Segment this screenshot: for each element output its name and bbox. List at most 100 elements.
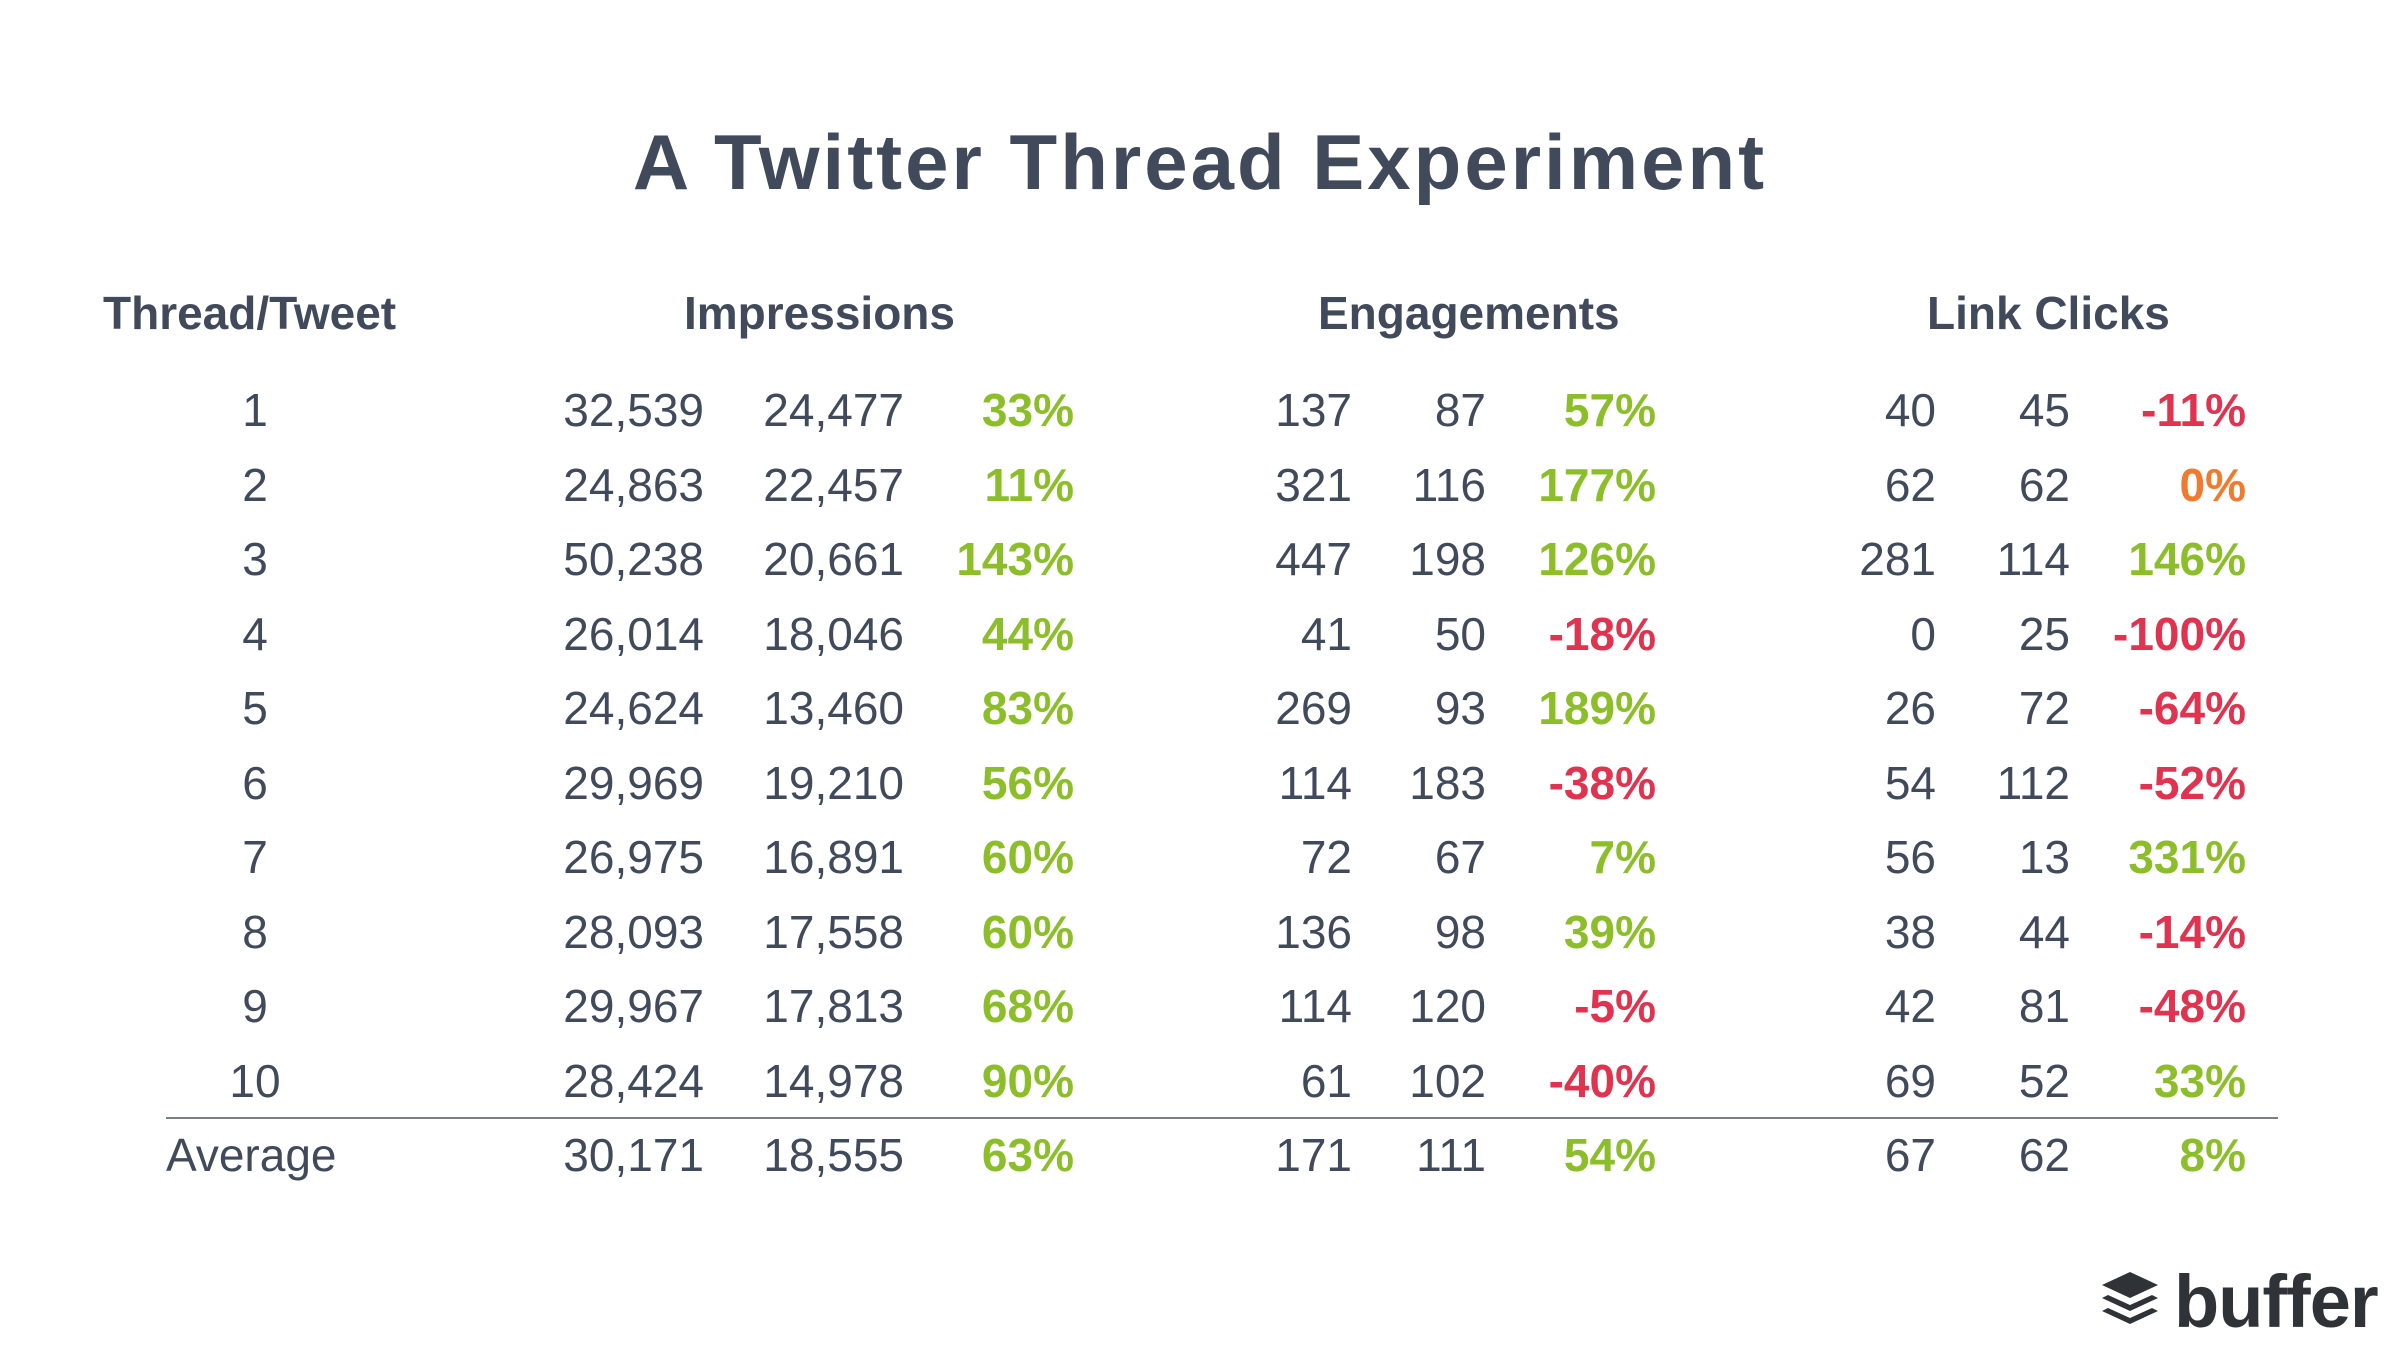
pct-change-cell-imp: 90%: [981, 1054, 1074, 1107]
value-cell-clk: 69: [1884, 1054, 1936, 1107]
pct-change-cell-eng: 177%: [1538, 458, 1656, 511]
value-cell-imp: 24,863: [563, 458, 704, 511]
value-cell-imp: 19,210: [763, 756, 904, 809]
pct-change-cell-imp: 44%: [981, 607, 1074, 660]
value-cell-clk: 72: [2018, 682, 2070, 734]
pct-change-cell-imp: 60%: [981, 831, 1074, 883]
pct-change-cell-eng: 189%: [1538, 682, 1656, 734]
pct-change-cell-imp: 11%: [984, 458, 1074, 511]
value-cell-clk: 112: [1996, 756, 2070, 809]
pct-change-cell-clk: 146%: [2128, 533, 2246, 585]
value-cell-imp: 28,424: [563, 1054, 704, 1107]
row-label: 5: [242, 682, 268, 734]
value-cell-eng: 61: [1300, 1054, 1352, 1107]
average-label: Average: [166, 1129, 337, 1181]
pct-change-cell-imp: 143%: [956, 533, 1074, 585]
value-cell-imp: 20,661: [763, 533, 904, 585]
value-cell-imp: 26,014: [563, 607, 704, 660]
row-label: 6: [242, 756, 268, 809]
value-cell-eng: 171: [1275, 1129, 1352, 1181]
value-cell-imp: 29,969: [563, 756, 704, 809]
pct-change-cell-clk: 33%: [2153, 1054, 2246, 1107]
value-cell-eng: 198: [1409, 533, 1486, 585]
value-cell-imp: 17,813: [763, 980, 904, 1032]
pct-change-cell-eng: 39%: [1563, 905, 1656, 958]
value-cell-imp: 50,238: [563, 533, 704, 585]
row-label: 4: [242, 607, 268, 660]
value-cell-clk: 62: [1884, 458, 1936, 511]
value-cell-clk: 44: [2018, 905, 2070, 958]
row-label: 9: [242, 980, 268, 1032]
row-label: 3: [242, 533, 268, 585]
pct-change-cell-eng: 7%: [1589, 831, 1656, 883]
pct-change-cell-eng: -40%: [1548, 1054, 1656, 1107]
pct-change-cell-imp: 83%: [981, 682, 1074, 734]
value-cell-eng: 116: [1412, 458, 1486, 511]
value-cell-eng: 114: [1278, 980, 1352, 1032]
pct-change-cell-clk: -100%: [2113, 607, 2246, 660]
value-cell-eng: 111: [1416, 1129, 1486, 1181]
value-cell-clk: 52: [2018, 1054, 2070, 1107]
pct-change-cell-clk: -48%: [2138, 980, 2246, 1032]
value-cell-clk: 45: [2018, 384, 2070, 436]
value-cell-clk: 56: [1884, 831, 1936, 883]
value-cell-eng: 67: [1434, 831, 1486, 883]
pct-change-cell-clk: -64%: [2138, 682, 2246, 734]
pct-change-cell-eng: 126%: [1538, 533, 1656, 585]
header-engagements: Engagements: [1318, 287, 1620, 339]
value-cell-imp: 24,624: [563, 682, 704, 734]
value-cell-imp: 26,975: [563, 831, 704, 883]
pct-change-cell-imp: 68%: [981, 980, 1074, 1032]
value-cell-imp: 24,477: [763, 384, 904, 436]
row-label: 8: [242, 905, 268, 958]
value-cell-eng: 137: [1275, 384, 1352, 436]
value-cell-imp: 16,891: [763, 831, 904, 883]
pct-change-cell-imp: 33%: [981, 384, 1074, 436]
value-cell-clk: 81: [2018, 980, 2070, 1032]
value-cell-imp: 14,978: [763, 1054, 904, 1107]
value-cell-eng: 98: [1434, 905, 1486, 958]
value-cell-imp: 32,539: [563, 384, 704, 436]
value-cell-imp: 17,558: [763, 905, 904, 958]
value-cell-imp: 30,171: [563, 1129, 704, 1181]
value-cell-clk: 0: [1910, 607, 1936, 660]
pct-change-cell-eng: -18%: [1548, 607, 1656, 660]
page-title: A Twitter Thread Experiment: [632, 118, 1768, 206]
row-label: 7: [242, 831, 268, 883]
row-label: 10: [229, 1054, 281, 1107]
value-cell-imp: 29,967: [563, 980, 704, 1032]
average-divider: [166, 1117, 2278, 1119]
pct-change-cell-eng: 54%: [1563, 1129, 1656, 1181]
pct-change-cell-eng: 57%: [1563, 384, 1656, 436]
value-cell-eng: 120: [1409, 980, 1486, 1032]
buffer-logo-text: buffer: [2174, 1260, 2379, 1343]
pct-change-cell-eng: -5%: [1574, 980, 1656, 1032]
pct-change-cell-imp: 56%: [981, 756, 1074, 809]
row-label: 1: [242, 384, 268, 436]
value-cell-eng: 87: [1434, 384, 1486, 436]
value-cell-imp: 13,460: [763, 682, 904, 734]
row-label: 2: [242, 458, 268, 511]
value-cell-clk: 54: [1884, 756, 1936, 809]
value-cell-clk: 26: [1884, 682, 1936, 734]
value-cell-eng: 102: [1409, 1054, 1486, 1107]
value-cell-eng: 41: [1300, 607, 1352, 660]
value-cell-clk: 42: [1884, 980, 1936, 1032]
pct-change-cell-imp: 60%: [981, 905, 1074, 958]
value-cell-eng: 183: [1409, 756, 1486, 809]
value-cell-clk: 281: [1859, 533, 1936, 585]
header-link-clicks: Link Clicks: [1927, 287, 2170, 339]
value-cell-imp: 22,457: [763, 458, 904, 511]
pct-change-cell-clk: -11%: [2141, 384, 2246, 436]
value-cell-eng: 72: [1300, 831, 1352, 883]
value-cell-eng: 447: [1275, 533, 1352, 585]
value-cell-imp: 18,046: [763, 607, 904, 660]
pct-change-cell-eng: -38%: [1548, 756, 1656, 809]
value-cell-eng: 269: [1275, 682, 1352, 734]
value-cell-clk: 38: [1884, 905, 1936, 958]
buffer-logo: buffer: [2100, 1262, 2390, 1342]
value-cell-clk: 67: [1884, 1129, 1936, 1181]
value-cell-clk: 13: [2018, 831, 2070, 883]
value-cell-clk: 62: [2018, 458, 2070, 511]
